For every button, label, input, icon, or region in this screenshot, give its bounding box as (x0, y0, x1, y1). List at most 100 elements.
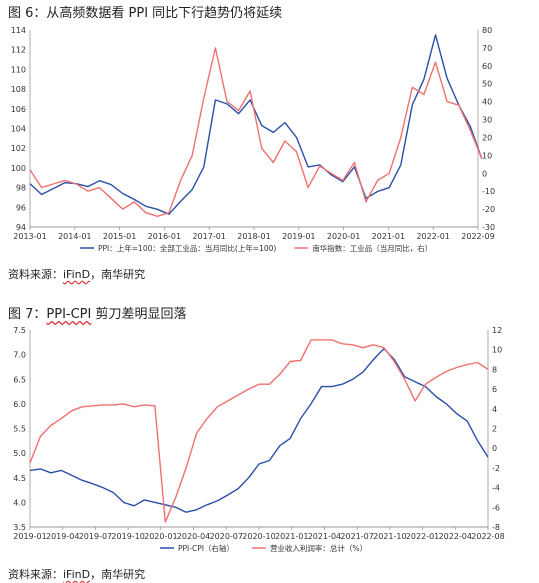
x-tick-label: 2022-01 (416, 232, 449, 241)
chart1-left-ticks: 94 96 98 100 102 104 106 108 110 112 114 (11, 26, 26, 232)
y-right-tick-label: 50 (482, 80, 492, 89)
x-tick-label: 2020-01 (327, 232, 360, 241)
chart1-x-ticks: 2013-01 2014-01 2015-01 2016-01 2017-01 2018-… (13, 227, 495, 241)
x-tick-label: 2022-09 (461, 232, 494, 241)
legend-label-1: 营业收入利润率：总计（%） (270, 543, 367, 553)
y-right-tick-label: 10 (492, 346, 502, 355)
source-prefix: 资料来源： (8, 268, 63, 281)
x-tick-label: 2019-10 (111, 532, 144, 541)
figure-6-source: 资料来源：iFinD，南华研究 (8, 266, 145, 282)
y-right-tick-label: 8 (492, 365, 497, 374)
x-tick-label: 2013-01 (13, 232, 46, 241)
x-tick-label: 2022-08 (471, 532, 504, 541)
x-tick-label: 2022-01 (406, 532, 439, 541)
y-left-tick-label: 106 (11, 105, 26, 114)
y-left-tick-label: 7.5 (13, 326, 26, 335)
y-right-tick-label: 4 (492, 405, 497, 414)
x-tick-label: 2018-01 (237, 232, 270, 241)
y-right-tick-label: 80 (482, 26, 492, 35)
y-left-tick-label: 108 (11, 85, 26, 94)
y-left-tick-label: 6.5 (13, 375, 26, 384)
series-line-0 (29, 34, 483, 215)
y-right-tick-label: -8 (492, 523, 500, 532)
y-left-tick-label: 5.0 (13, 449, 26, 458)
y-right-tick-label: 6 (492, 385, 497, 394)
x-tick-label: 2022-04 (439, 532, 472, 541)
y-left-tick-label: 112 (11, 46, 26, 55)
figure-7-source: 资料来源：iFinD，南华研究 (8, 566, 145, 582)
y-left-tick-label: 102 (11, 144, 26, 153)
figure-6-title: 图 6：从高频数据看 PPI 同比下行趋势仍将延续 (8, 6, 283, 21)
source-suffix: ，南华研究 (90, 268, 146, 281)
chart2-right-ticks: -8 -6 -4 -2 0 2 4 6 8 10 12 (492, 326, 502, 532)
y-left-tick-label: 4.0 (13, 498, 26, 507)
series-line-1 (29, 47, 483, 218)
y-left-tick-label: 100 (11, 164, 26, 173)
x-tick-label: 2019-01 (13, 532, 46, 541)
source-brand: iFinD (63, 268, 91, 281)
x-tick-label: 2019-04 (46, 532, 79, 541)
x-tick-label: 2021-01 (372, 232, 405, 241)
y-left-tick-label: 114 (11, 26, 26, 35)
series-line-0 (29, 348, 489, 513)
x-tick-label: 2016-01 (148, 232, 181, 241)
x-tick-label: 2019-07 (79, 532, 112, 541)
x-tick-label: 2019-01 (282, 232, 315, 241)
chart1-legend: PPI：上年=100：全部工业品：当月同比(上年=100) 南华指数：工业品（当月… (80, 243, 432, 253)
series-line-1 (29, 339, 489, 523)
fig7-title-brand: PPI-CPI (46, 307, 92, 322)
y-right-tick-label: -4 (492, 484, 500, 493)
x-tick-label: 2021-10 (373, 532, 406, 541)
y-left-tick-label: 6.0 (13, 400, 26, 409)
y-right-tick-label: -6 (492, 503, 500, 512)
legend-label-0: PPI-CPI（右轴） (178, 543, 234, 553)
x-tick-label: 2020-10 (242, 532, 275, 541)
y-left-tick-label: 110 (11, 65, 26, 74)
chart-ppi-cpi-spread: 3.5 4.0 4.5 5.0 5.5 6.0 6.5 7.0 7.5 -8 -6 -4 -2 0 2 4 6… (13, 326, 505, 553)
chart1-axes (29, 30, 479, 228)
y-right-tick-label: -2 (492, 464, 500, 473)
y-right-tick-label: 10 (482, 151, 492, 160)
x-tick-label: 2017-01 (192, 232, 225, 241)
chart2-series (29, 339, 489, 523)
chart1-series (29, 34, 483, 218)
chart2-left-ticks: 3.5 4.0 4.5 5.0 5.5 6.0 6.5 7.0 7.5 (13, 326, 26, 532)
x-tick-label: 2020-01 (144, 532, 177, 541)
y-left-tick-label: 104 (11, 125, 26, 134)
y-right-tick-label: 60 (482, 62, 492, 71)
x-tick-label: 2020-07 (210, 532, 243, 541)
y-right-tick-label: 30 (482, 116, 492, 125)
y-right-tick-label: 70 (482, 44, 492, 53)
legend-label-0: PPI：上年=100：全部工业品：当月同比(上年=100) (98, 243, 276, 253)
source-brand: iFinD (63, 568, 91, 581)
y-right-tick-label: 0 (482, 169, 487, 178)
y-right-tick-label: 20 (482, 133, 492, 142)
x-tick-label: 2021-04 (308, 532, 341, 541)
y-left-tick-label: 4.5 (13, 474, 26, 483)
chart2-x-ticks: 2019-01 2019-04 2019-07 2019-10 2020-01 2020-… (13, 527, 505, 541)
chart1-right-ticks: -30 -20 -10 0 10 20 30 40 50 60 70 80 (482, 26, 495, 232)
chart2-axes (29, 330, 489, 528)
y-right-tick-label: -30 (482, 223, 495, 232)
y-right-tick-label: -10 (482, 187, 495, 196)
chart2-legend: PPI-CPI（右轴） 营业收入利润率：总计（%） (160, 543, 367, 553)
y-left-tick-label: 94 (16, 223, 26, 232)
y-left-tick-label: 3.5 (13, 523, 26, 532)
x-tick-label: 2021-07 (340, 532, 373, 541)
y-right-tick-label: 40 (482, 98, 492, 107)
y-left-tick-label: 5.5 (13, 425, 26, 434)
source-suffix: ，南华研究 (90, 568, 146, 581)
figure-7-title: 图 7：PPI-CPI 剪刀差明显回落 (8, 303, 187, 322)
y-left-tick-label: 96 (16, 203, 26, 212)
x-tick-label: 2014-01 (58, 232, 91, 241)
legend-label-1: 南华指数：工业品（当月同比，右） (312, 243, 432, 253)
y-right-tick-label: 0 (492, 444, 497, 453)
source-prefix: 资料来源： (8, 568, 63, 581)
y-right-tick-label: 12 (492, 326, 502, 335)
fig7-title-suffix: 剪刀差明显回落 (91, 307, 187, 322)
y-right-tick-label: -20 (482, 205, 495, 214)
x-tick-label: 2020-04 (177, 532, 210, 541)
x-tick-label: 2015-01 (103, 232, 136, 241)
y-left-tick-label: 7.0 (13, 351, 26, 360)
